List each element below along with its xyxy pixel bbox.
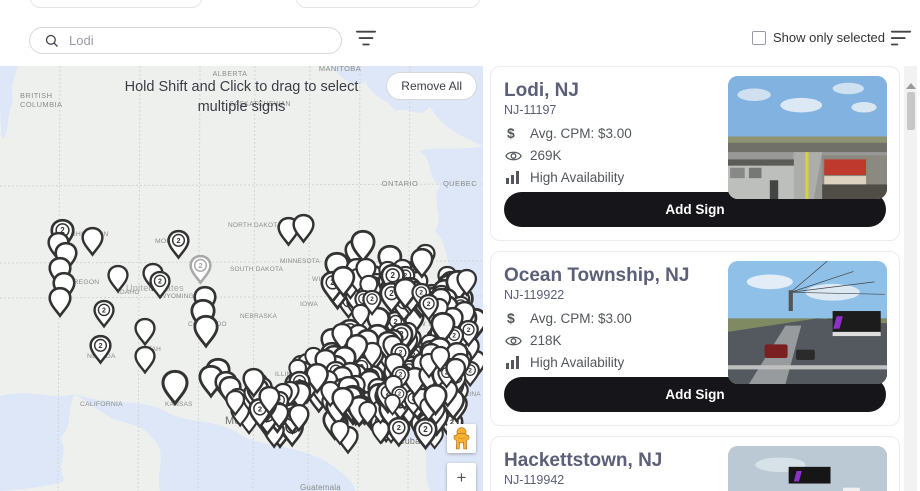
svg-text:2: 2 [427,301,431,308]
svg-text:NEBRASKA: NEBRASKA [240,313,277,320]
svg-text:2: 2 [158,278,162,285]
svg-text:MANITOBA: MANITOBA [319,66,361,73]
svg-text:2: 2 [198,261,202,270]
svg-text:2: 2 [176,236,180,245]
svg-text:Guatemala: Guatemala [300,483,341,491]
svg-text:QUEBEC: QUEBEC [443,179,477,188]
svg-text:2: 2 [424,425,429,434]
svg-text:2: 2 [102,307,106,314]
svg-text:SOUTH DAKOTA: SOUTH DAKOTA [230,266,284,273]
svg-text:CALIFORNIA: CALIFORNIA [80,401,123,408]
svg-text:$: $ [507,125,515,141]
svg-text:MINNESOTA: MINNESOTA [280,258,320,265]
svg-text:2: 2 [396,423,400,432]
svg-text:ALBERTA: ALBERTA [213,71,248,78]
svg-text:2: 2 [466,327,470,334]
svg-text:IOWA: IOWA [300,301,318,308]
svg-text:2: 2 [98,341,102,350]
svg-text:NORTH DAKOTA: NORTH DAKOTA [228,222,282,229]
svg-text:2: 2 [371,296,375,303]
svg-text:$: $ [507,310,515,326]
svg-text:ONTARIO: ONTARIO [382,179,418,188]
